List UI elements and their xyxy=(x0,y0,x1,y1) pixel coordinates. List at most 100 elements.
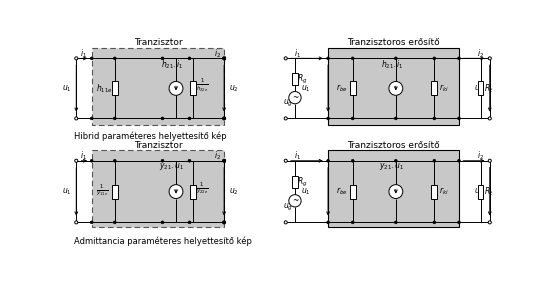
Circle shape xyxy=(113,117,116,120)
Circle shape xyxy=(284,159,287,162)
Circle shape xyxy=(289,92,301,104)
Circle shape xyxy=(458,117,460,120)
Circle shape xyxy=(188,117,191,120)
Circle shape xyxy=(433,57,436,60)
Text: $y_{21}.u_1$: $y_{21}.u_1$ xyxy=(379,161,405,173)
Text: $i_2$: $i_2$ xyxy=(214,47,222,60)
Circle shape xyxy=(188,57,191,60)
Circle shape xyxy=(488,221,491,224)
Bar xyxy=(478,81,483,95)
Circle shape xyxy=(161,57,164,60)
Bar xyxy=(190,81,196,95)
Text: $R_t$: $R_t$ xyxy=(484,185,494,198)
Text: $r_{be}$: $r_{be}$ xyxy=(336,83,348,94)
Circle shape xyxy=(75,159,78,162)
Circle shape xyxy=(488,159,491,162)
Bar xyxy=(112,185,118,198)
Text: $R_t$: $R_t$ xyxy=(484,82,494,95)
Text: $i_2$: $i_2$ xyxy=(477,150,484,162)
Circle shape xyxy=(169,185,183,198)
Text: $i_2$: $i_2$ xyxy=(477,47,484,60)
Circle shape xyxy=(488,117,491,120)
Text: ~: ~ xyxy=(292,196,298,205)
Text: Tranzisztor: Tranzisztor xyxy=(134,141,182,150)
Circle shape xyxy=(188,159,191,162)
Text: Tranzisztoros erősítő: Tranzisztoros erősítő xyxy=(347,38,440,47)
Text: $u_2$: $u_2$ xyxy=(229,186,239,197)
Circle shape xyxy=(389,185,403,198)
Text: $u_1$: $u_1$ xyxy=(301,83,311,94)
Text: $i_1$: $i_1$ xyxy=(80,47,87,60)
Circle shape xyxy=(394,221,397,224)
Bar xyxy=(92,47,224,124)
Circle shape xyxy=(327,57,329,60)
Text: $u_1$: $u_1$ xyxy=(62,83,72,94)
Bar xyxy=(328,47,459,124)
Circle shape xyxy=(223,57,226,60)
Bar xyxy=(292,73,298,85)
Text: $i_2$: $i_2$ xyxy=(214,150,222,162)
Circle shape xyxy=(351,221,354,224)
Circle shape xyxy=(188,221,191,224)
Text: $u_2$: $u_2$ xyxy=(474,83,484,94)
Text: $u_2$: $u_2$ xyxy=(229,83,239,94)
Text: $R_g$: $R_g$ xyxy=(296,72,307,86)
Circle shape xyxy=(458,159,460,162)
Circle shape xyxy=(223,159,226,162)
Text: $\frac{1}{y_{11e}}$: $\frac{1}{y_{11e}}$ xyxy=(96,182,109,198)
Circle shape xyxy=(458,221,460,224)
Text: $u_1$: $u_1$ xyxy=(62,186,72,197)
Text: Tranzisztor: Tranzisztor xyxy=(134,38,182,47)
Circle shape xyxy=(113,221,116,224)
Circle shape xyxy=(75,221,78,224)
Text: $u_g$: $u_g$ xyxy=(283,98,293,109)
Circle shape xyxy=(223,57,226,60)
Text: $u_1$: $u_1$ xyxy=(301,186,311,197)
Circle shape xyxy=(433,159,436,162)
Circle shape xyxy=(113,159,116,162)
Text: $i_1$: $i_1$ xyxy=(80,150,87,162)
Circle shape xyxy=(351,57,354,60)
Circle shape xyxy=(161,117,164,120)
Circle shape xyxy=(223,221,226,224)
Text: Tranzisztoros erősítő: Tranzisztoros erősítő xyxy=(347,141,440,150)
Circle shape xyxy=(394,57,397,60)
Circle shape xyxy=(327,159,329,162)
Circle shape xyxy=(284,57,287,60)
Circle shape xyxy=(433,117,436,120)
Text: $h_{21}.i_1$: $h_{21}.i_1$ xyxy=(161,58,184,71)
Text: $y_{21}.u_1$: $y_{21}.u_1$ xyxy=(160,161,185,173)
Circle shape xyxy=(389,81,403,95)
Text: $u_2$: $u_2$ xyxy=(474,186,484,197)
Circle shape xyxy=(394,159,397,162)
Text: $h_{11e}$: $h_{11e}$ xyxy=(96,82,112,95)
Text: Hibrid paraméteres helyettesítő kép: Hibrid paraméteres helyettesítő kép xyxy=(74,132,227,141)
Bar xyxy=(190,185,196,198)
Circle shape xyxy=(284,221,287,224)
Circle shape xyxy=(284,117,287,120)
Text: $R_g$: $R_g$ xyxy=(296,176,307,189)
Bar xyxy=(431,185,437,198)
Bar xyxy=(431,81,437,95)
Text: $\frac{1}{y_{22e}}$: $\frac{1}{y_{22e}}$ xyxy=(196,181,209,196)
Text: ~: ~ xyxy=(292,93,298,102)
Text: $\frac{1}{h_{22e}}$: $\frac{1}{h_{22e}}$ xyxy=(196,77,209,94)
Circle shape xyxy=(161,221,164,224)
Bar xyxy=(112,81,118,95)
Bar xyxy=(92,150,224,227)
Circle shape xyxy=(458,57,460,60)
Text: $r_{ki}$: $r_{ki}$ xyxy=(439,83,448,94)
Circle shape xyxy=(223,159,226,162)
Circle shape xyxy=(161,159,164,162)
Circle shape xyxy=(327,117,329,120)
Text: $i_1$: $i_1$ xyxy=(294,150,301,162)
Circle shape xyxy=(223,117,226,120)
Circle shape xyxy=(75,117,78,120)
Circle shape xyxy=(488,57,491,60)
Bar xyxy=(350,185,356,198)
Text: $i_1$: $i_1$ xyxy=(294,47,301,60)
Text: $u_g$: $u_g$ xyxy=(283,201,293,212)
Bar xyxy=(350,81,356,95)
Bar xyxy=(328,150,459,227)
Text: $r_{ki}$: $r_{ki}$ xyxy=(439,186,448,197)
